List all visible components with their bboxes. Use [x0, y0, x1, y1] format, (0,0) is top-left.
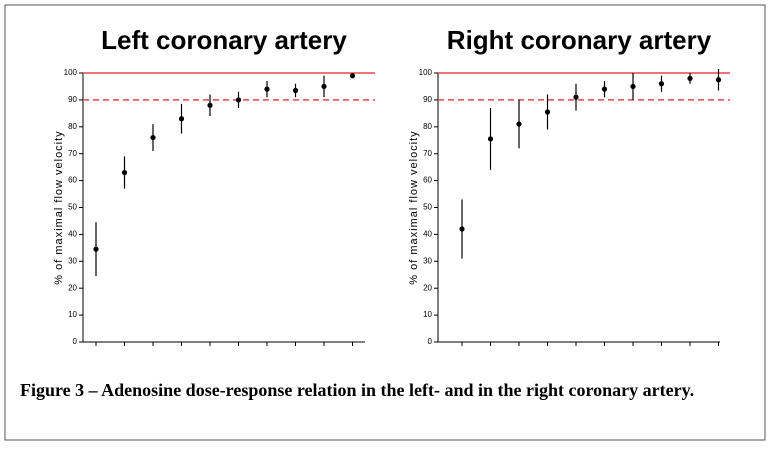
y-tick-label: 90	[423, 95, 432, 104]
y-tick-label: 80	[68, 122, 77, 131]
y-tick-label: 50	[68, 203, 77, 212]
chart-title: Left coronary artery	[101, 25, 347, 55]
point	[459, 226, 465, 232]
point	[715, 77, 722, 83]
y-tick-label: 40	[68, 230, 77, 239]
point	[292, 87, 299, 94]
point	[687, 75, 693, 81]
y-tick-label: 40	[423, 230, 432, 239]
point	[235, 97, 242, 103]
y-tick-label: 100	[419, 68, 433, 77]
y-axis-label: % of maximal flow velocity	[53, 130, 65, 284]
point	[178, 116, 185, 122]
y-tick-label: 80	[423, 122, 432, 131]
point	[321, 83, 327, 90]
y-tick-label: 60	[423, 176, 432, 185]
y-tick-label: 20	[68, 283, 77, 292]
y-tick-label: 0	[428, 337, 433, 346]
y-tick-label: 100	[64, 68, 78, 77]
y-tick-label: 10	[423, 310, 432, 319]
point	[121, 169, 128, 176]
y-tick-label: 70	[68, 149, 77, 158]
point	[516, 121, 522, 127]
y-axis-label: % of maximal flow velocity	[408, 130, 420, 284]
point	[658, 81, 665, 87]
point	[630, 83, 636, 90]
y-tick-label: 20	[423, 283, 432, 292]
point	[544, 109, 551, 115]
caption: Figure 3 – Adenosine dose-response relat…	[20, 380, 695, 400]
y-tick-label: 10	[68, 310, 77, 319]
point	[207, 102, 213, 108]
point	[601, 86, 608, 92]
point	[93, 246, 99, 252]
y-tick-label: 30	[423, 256, 432, 265]
chart-title: Right coronary artery	[447, 25, 712, 55]
y-tick-label: 70	[423, 149, 432, 158]
y-tick-label: 90	[68, 95, 77, 104]
point	[349, 73, 356, 79]
point	[264, 86, 270, 92]
y-tick-label: 0	[73, 337, 78, 346]
point	[150, 134, 156, 141]
point	[487, 136, 494, 142]
y-tick-label: 30	[68, 256, 77, 265]
point	[573, 94, 579, 100]
y-tick-label: 50	[423, 203, 432, 212]
y-tick-label: 60	[68, 176, 77, 185]
frame	[4, 4, 766, 441]
